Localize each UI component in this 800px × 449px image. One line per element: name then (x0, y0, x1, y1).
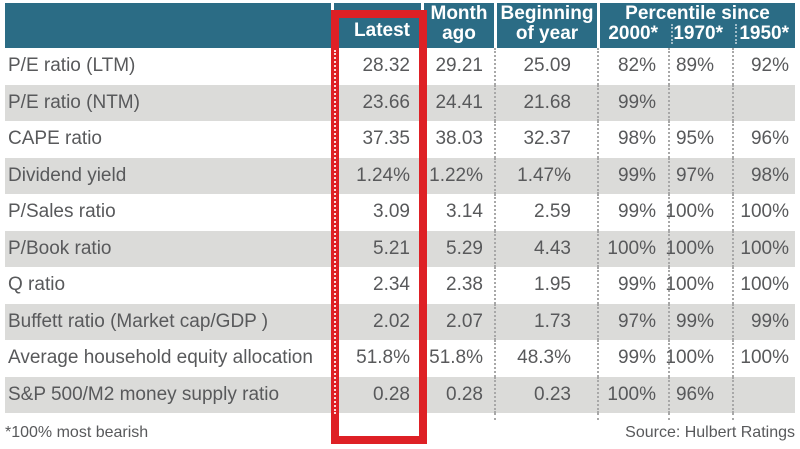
row-label: P/Book ratio (8, 237, 112, 259)
row-label: P/Sales ratio (8, 201, 116, 223)
cell-month-ago: 5.29 (421, 230, 494, 267)
cell-month-ago: 2.38 (421, 267, 494, 304)
row-label: P/E ratio (LTM) (8, 55, 136, 77)
row-label: Average household equity allocation (8, 347, 313, 369)
table-row: Buffett ratio (Market cap/GDP ) 2.02 2.0… (5, 303, 795, 340)
cell-percentile-1970: 89% (668, 48, 732, 85)
row-label: S&P 500/M2 money supply ratio (8, 383, 280, 405)
table-body: P/E ratio (LTM) 28.32 29.21 25.09 82% 89… (5, 48, 795, 420)
table-row: P/E ratio (NTM) 23.66 24.41 21.68 99% (5, 84, 795, 121)
table-row: Average household equity allocation 51.8… (5, 340, 795, 377)
highlight-box-dotted-overlay (334, 50, 336, 414)
cell-percentile-1950: 100% (732, 267, 795, 304)
table-row: Dividend yield 1.24% 1.22% 1.47% 99% 97%… (5, 157, 795, 194)
cell-beginning-of-year: 2.59 (494, 194, 597, 231)
cell-percentile-1970: 97% (668, 157, 732, 194)
row-label: P/E ratio (NTM) (8, 91, 140, 113)
cell-month-ago: 29.21 (421, 48, 494, 85)
cell-percentile-2000: 98% (597, 121, 668, 158)
cell-percentile-2000: 99% (597, 157, 668, 194)
cell-beginning-of-year: 48.3% (494, 340, 597, 377)
cell-percentile-2000: 100% (597, 376, 668, 413)
table-footer: *100% most bearish Source: Hulbert Ratin… (5, 424, 795, 442)
cell-beginning-of-year: 32.37 (494, 121, 597, 158)
cell-percentile-1970: 100% (665, 194, 732, 231)
table-row: P/Book ratio 5.21 5.29 4.43 100% 100% 10… (5, 230, 795, 267)
cell-month-ago: 38.03 (421, 121, 494, 158)
row-label: Buffett ratio (Market cap/GDP ) (8, 310, 269, 332)
cell-percentile-1970: 96% (668, 376, 732, 413)
cell-percentile-2000: 82% (597, 48, 668, 85)
column-header-metric (5, 3, 331, 48)
table-row: P/E ratio (LTM) 28.32 29.21 25.09 82% 89… (5, 48, 795, 85)
column-header-percentile-group: Percentile since 2000* 1970* 1950* (597, 3, 795, 48)
column-header-1970: 1970* (671, 24, 735, 44)
cell-beginning-of-year: 1.95 (494, 267, 597, 304)
cell-beginning-of-year: 1.73 (494, 303, 597, 340)
cell-month-ago: 24.41 (421, 84, 494, 121)
percentile-since-title: Percentile since (625, 3, 770, 24)
cell-beginning-of-year: 21.68 (494, 84, 597, 121)
cell-percentile-1950: 98% (732, 157, 795, 194)
cell-month-ago: 51.8% (421, 340, 494, 377)
cell-beginning-of-year: 25.09 (494, 48, 597, 85)
cell-percentile-1950: 100% (732, 230, 795, 267)
cell-month-ago: 0.28 (421, 376, 494, 413)
cell-month-ago: 2.07 (421, 303, 494, 340)
source-credit: Source: Hulbert Ratings (625, 424, 795, 441)
cell-percentile-2000: 99% (597, 340, 668, 377)
column-header-1950: 1950* (735, 24, 795, 44)
percentile-years-row: 2000* 1970* 1950* (600, 24, 795, 44)
table-row: S&P 500/M2 money supply ratio 0.28 0.28 … (5, 376, 795, 413)
column-header-month-ago: Month ago (421, 3, 494, 48)
cell-percentile-1950: 100% (732, 340, 795, 377)
cell-beginning-of-year: 0.23 (494, 376, 597, 413)
cell-percentile-1970: 100% (665, 230, 732, 267)
cell-percentile-2000: 99% (597, 84, 668, 121)
table-row: CAPE ratio 37.35 38.03 32.37 98% 95% 96% (5, 121, 795, 158)
row-label: Dividend yield (8, 164, 127, 186)
cell-percentile-1950: 92% (732, 48, 795, 85)
table-row: P/Sales ratio 3.09 3.14 2.59 99% 100% 10… (5, 194, 795, 231)
cell-month-ago: 1.22% (421, 157, 494, 194)
cell-percentile-1970: 100% (665, 267, 732, 304)
cell-percentile-1950: 100% (732, 194, 795, 231)
cell-percentile-1970: 95% (668, 121, 732, 158)
cell-beginning-of-year: 1.47% (494, 157, 597, 194)
cell-percentile-1950: 99% (732, 303, 795, 340)
latest-column-highlight-box (331, 10, 427, 444)
cell-percentile-1970 (668, 84, 732, 121)
cell-percentile-2000: 100% (597, 230, 668, 267)
cell-percentile-2000: 97% (597, 303, 668, 340)
cell-percentile-1950: 96% (732, 121, 795, 158)
footnote: *100% most bearish (5, 424, 149, 441)
column-header-2000: 2000* (608, 23, 658, 44)
row-label: CAPE ratio (8, 128, 102, 150)
cell-percentile-2000: 99% (597, 194, 668, 231)
row-label: Q ratio (8, 274, 66, 296)
cell-percentile-1970: 99% (668, 303, 732, 340)
cell-percentile-1970: 100% (665, 340, 732, 377)
cell-percentile-1950 (732, 376, 795, 413)
cell-month-ago: 3.14 (421, 194, 494, 231)
cell-percentile-1950 (732, 84, 795, 121)
column-header-beginning-of-year: Beginning of year (494, 3, 597, 48)
cell-percentile-2000: 99% (597, 267, 668, 304)
cell-beginning-of-year: 4.43 (494, 230, 597, 267)
